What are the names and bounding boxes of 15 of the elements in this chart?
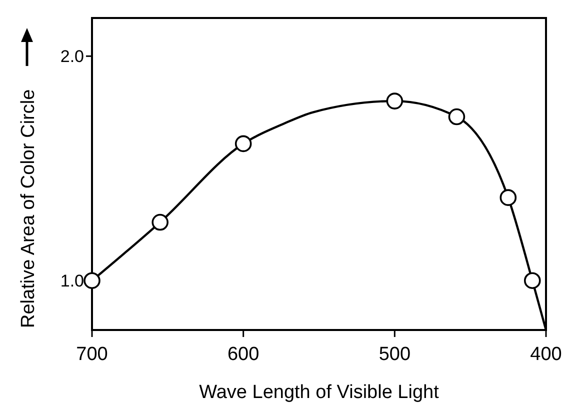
y-tick-label: 2.0 bbox=[60, 47, 84, 66]
y-tick-label: 1.0 bbox=[60, 272, 84, 291]
point bbox=[500, 189, 517, 206]
point bbox=[234, 135, 252, 152]
x-axis-title: Wave Length of Visible Light bbox=[199, 382, 440, 403]
y-axis-title: Relative Area of Color Circle bbox=[18, 89, 39, 328]
x-tick-label: 700 bbox=[76, 344, 108, 365]
point bbox=[448, 108, 466, 126]
point bbox=[386, 92, 404, 110]
x-tick-label: 500 bbox=[378, 344, 411, 365]
x-tick-label: 600 bbox=[227, 344, 260, 365]
x-tick-label: 400 bbox=[530, 344, 562, 365]
point bbox=[152, 214, 168, 231]
point bbox=[524, 272, 541, 290]
point bbox=[84, 272, 100, 290]
